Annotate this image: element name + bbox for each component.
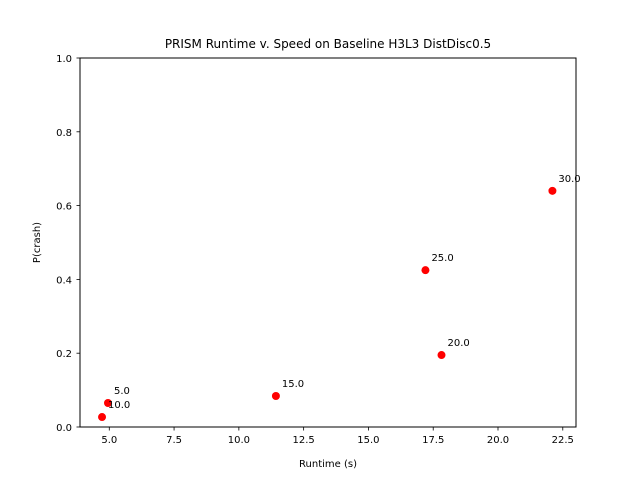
point-label: 10.0: [108, 400, 130, 411]
point-label: 5.0: [114, 386, 130, 397]
plot-area: 5.0 7.5 10.0 12.5 15.0 17.5 20.0 22.5 0.0 0.2 0.4 0…: [56, 54, 581, 446]
x-tick-label: 17.5: [422, 435, 444, 446]
y-tick-label: 0.6: [56, 202, 72, 213]
x-tick-label: 20.0: [487, 435, 509, 446]
point-label: 30.0: [558, 174, 580, 185]
data-point: [437, 351, 446, 360]
data-point: [421, 266, 430, 275]
y-tick-label: 0.4: [56, 275, 72, 286]
x-tick-label: 15.0: [357, 435, 379, 446]
point-label: 15.0: [282, 379, 304, 390]
data-point: [271, 392, 280, 401]
data-point: [548, 186, 557, 195]
chart-title: PRISM Runtime v. Speed on Baseline H3L3 …: [165, 37, 491, 51]
y-tick-label: 0.8: [56, 128, 72, 139]
x-tick-label: 5.0: [101, 435, 117, 446]
x-tick-label: 10.0: [228, 435, 250, 446]
y-tick-label: 0.2: [56, 349, 72, 360]
y-axis-label: P(crash): [32, 222, 43, 263]
point-label: 20.0: [448, 338, 470, 349]
data-point: [103, 399, 112, 408]
x-tick-label: 7.5: [166, 435, 182, 446]
y-tick-label: 1.0: [56, 54, 72, 65]
data-point: [98, 413, 107, 422]
x-axis-label: Runtime (s): [299, 459, 357, 470]
x-tick-label: 12.5: [293, 435, 315, 446]
x-tick-label: 22.5: [552, 435, 574, 446]
axes-frame: [79, 57, 577, 428]
y-tick-label: 0.0: [56, 423, 72, 434]
point-label: 25.0: [431, 253, 453, 264]
